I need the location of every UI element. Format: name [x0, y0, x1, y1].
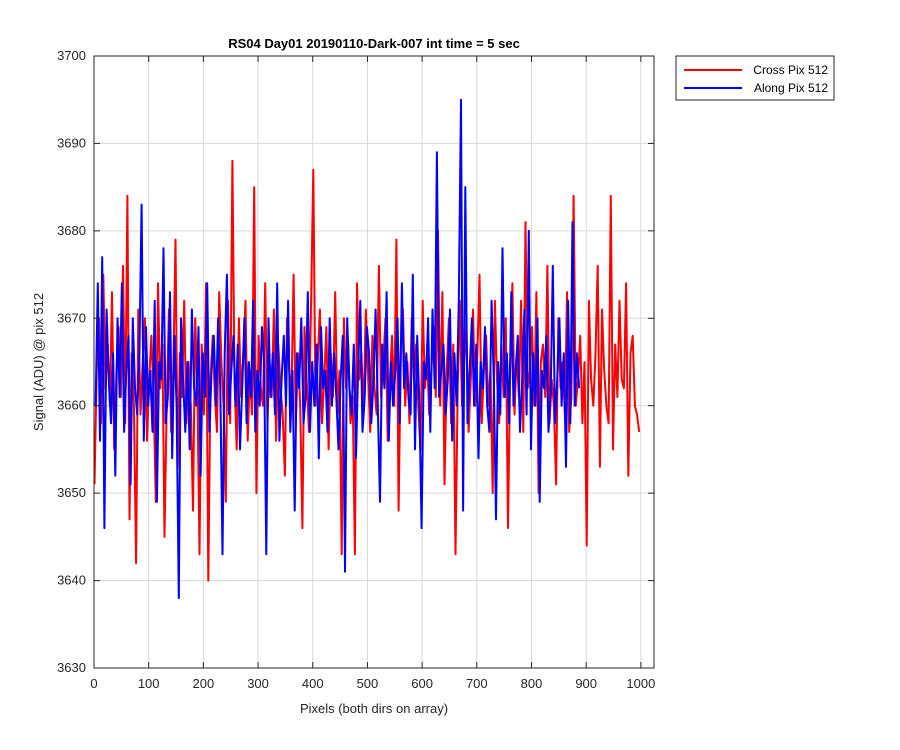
- x-tick-label: 800: [521, 676, 543, 691]
- x-tick-label: 200: [193, 676, 215, 691]
- legend-box: [675, 55, 835, 101]
- x-tick-label: 700: [466, 676, 488, 691]
- y-tick-label: 3630: [57, 660, 86, 675]
- y-tick-label: 3700: [57, 48, 86, 63]
- legend: Cross Pix 512 Along Pix 512: [675, 55, 835, 101]
- y-tick-label: 3670: [57, 310, 86, 325]
- x-tick-label: 300: [247, 676, 269, 691]
- x-axis-label: Pixels (both dirs on array): [300, 701, 448, 716]
- y-tick-label: 3640: [57, 573, 86, 588]
- x-tick-label: 100: [138, 676, 160, 691]
- x-tick-label: 600: [411, 676, 433, 691]
- y-tick-label: 3650: [57, 485, 86, 500]
- series-layer: [93, 98, 641, 600]
- x-tick-label: 900: [575, 676, 597, 691]
- y-tick-label: 3690: [57, 135, 86, 150]
- chart-title: RS04 Day01 20190110-Dark-007 int time = …: [228, 36, 520, 51]
- y-tick-label: 3660: [57, 398, 86, 413]
- plot-frame: [93, 55, 655, 669]
- legend-entry-cross: Cross Pix 512: [753, 63, 828, 77]
- series-line-along: [94, 98, 581, 600]
- x-tick-label: 500: [357, 676, 379, 691]
- x-tick-label: 1000: [626, 676, 655, 691]
- legend-entry-along: Along Pix 512: [754, 81, 828, 95]
- x-tick-label: 400: [302, 676, 324, 691]
- y-tick-label: 3680: [57, 223, 86, 238]
- axis-ticks: 0 100 200 300 400 500 600 700 800 900 1000 3630 3640…: [57, 48, 655, 691]
- x-tick-label: 0: [90, 676, 97, 691]
- y-axis-label: Signal (ADU) @ pix 512: [31, 293, 46, 431]
